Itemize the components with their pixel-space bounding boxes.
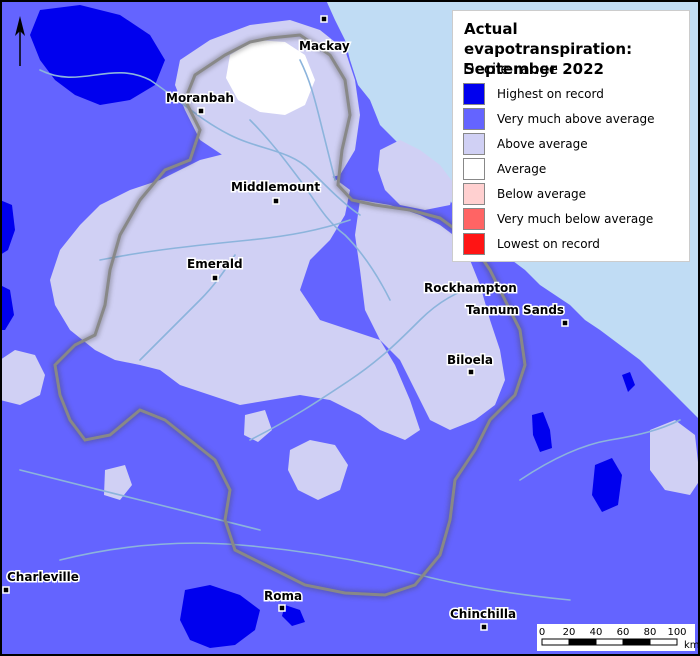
region-highest-se1 (592, 458, 622, 512)
region-above-average-sw (0, 350, 45, 405)
town-emerald: Emerald (186, 256, 244, 282)
legend-label: Very much below average (497, 212, 654, 226)
scale-tick-100: 100 (667, 627, 686, 638)
scale-bar-background (537, 624, 695, 651)
legend-subtitle: Decile range (463, 60, 558, 78)
town-label-roma: Roma (264, 589, 302, 603)
region-highest-se3 (622, 372, 635, 392)
town-label-chinchilla: Chinchilla (450, 607, 516, 621)
legend-label: Lowest on record (497, 237, 600, 251)
north-arrow-icon (15, 16, 25, 66)
scale-tick-60: 60 (617, 627, 630, 638)
legend: Actual evapotranspiration: September 202… (452, 10, 690, 262)
legend-title: Actual evapotranspiration: September 202… (464, 19, 689, 79)
region-highest-w2 (0, 285, 14, 330)
region-above-average-northeast (378, 140, 455, 210)
town-label-emerald: Emerald (187, 257, 243, 271)
town-tannum-sands: Tannum Sands (465, 302, 569, 327)
legend-label: Highest on record (497, 87, 604, 101)
boundary-line (53, 33, 527, 597)
river-dawson (249, 284, 481, 441)
towns: Mackay Moranbah Middlemount Emerald Rock… (2, 15, 569, 631)
town-label-tannum-sands: Tannum Sands (466, 303, 564, 317)
region-above-average-coast-se (650, 420, 700, 495)
average-area (226, 40, 315, 115)
region-highest-w (0, 200, 15, 255)
legend-swatch (463, 208, 485, 230)
town-label-moranbah: Moranbah (166, 91, 234, 105)
scale-unit: km (684, 640, 700, 651)
legend-label: Above average (497, 137, 588, 151)
town-label-charleville: Charleville (7, 570, 79, 584)
region-above-average-central (50, 150, 420, 440)
legend-swatch (463, 233, 485, 255)
town-moranbah: Moranbah (165, 90, 235, 115)
town-charleville: Charleville (2, 569, 80, 594)
legend-swatch (463, 83, 485, 105)
catchment-boundary (51, 31, 529, 599)
legend-swatch (463, 183, 485, 205)
region-above-average-small2 (288, 440, 348, 500)
region-above-average-small1 (104, 465, 132, 500)
river-north (299, 59, 336, 181)
scale-bar: 0 20 40 60 80 100 km (537, 624, 700, 651)
region-highest-se2 (532, 412, 552, 452)
town-chinchilla: Chinchilla (449, 606, 518, 631)
river-mackenzie (99, 219, 351, 261)
river-fitzroy (39, 69, 361, 216)
town-roma: Roma (263, 588, 304, 612)
legend-label: Average (497, 162, 547, 176)
legend-label: Very much above average (497, 112, 655, 126)
scale-tick-20: 20 (563, 627, 576, 638)
legend-swatch (463, 108, 485, 130)
legend-label: Below average (497, 187, 587, 201)
region-above-average-small3 (244, 410, 272, 442)
river-burnett (519, 419, 681, 481)
scale-bar-segments (541, 638, 678, 646)
river-comet (139, 254, 236, 361)
legend-swatch (463, 133, 485, 155)
town-biloela: Biloela (446, 352, 494, 376)
scale-bar-ticks: 0 20 40 60 80 100 km (539, 627, 700, 651)
town-label-rockhampton: Rockhampton (424, 281, 517, 295)
region-highest-roma2 (282, 605, 305, 626)
legend-title-text: Actual evapotranspiration: September 202… (464, 20, 633, 78)
town-label-middlemount: Middlemount (231, 180, 320, 194)
highest-on-record-areas (0, 5, 635, 648)
above-average-areas (0, 20, 700, 500)
legend-swatch (463, 158, 485, 180)
town-rockhampton: Rockhampton (423, 280, 519, 297)
scale-tick-0: 0 (539, 627, 545, 638)
region-highest-roma (180, 585, 260, 648)
scale-tick-80: 80 (644, 627, 657, 638)
town-label-biloela: Biloela (447, 353, 493, 367)
river-condamine (59, 542, 571, 601)
river-isaac (249, 119, 391, 301)
town-label-mackay: Mackay (299, 39, 350, 53)
town-mackay: Mackay (298, 15, 351, 55)
scale-tick-40: 40 (590, 627, 603, 638)
town-middlemount: Middlemount (230, 179, 322, 205)
region-highest-nw (30, 5, 165, 105)
